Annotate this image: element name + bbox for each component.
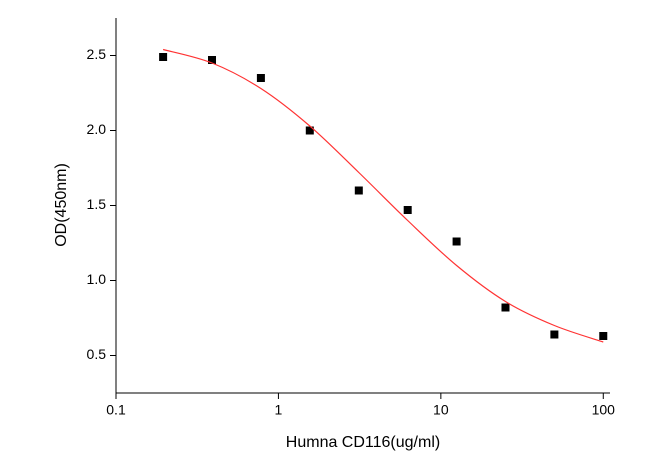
- data-point: [599, 332, 608, 340]
- x-tick-label: 10: [433, 402, 449, 418]
- data-point: [550, 330, 559, 339]
- x-tick-label: 1: [275, 402, 283, 418]
- data-point: [305, 126, 314, 135]
- x-tick-label: 100: [592, 402, 616, 418]
- y-tick-label: 1.0: [87, 271, 107, 287]
- x-tick-label: 0.1: [106, 402, 126, 418]
- data-point: [208, 56, 217, 64]
- data-point: [159, 53, 168, 61]
- y-tick-label: 1.5: [87, 196, 107, 212]
- x-axis-title: Humna CD116(ug/ml): [286, 434, 440, 451]
- data-point: [256, 74, 265, 82]
- data-point: [354, 186, 363, 195]
- y-tick-label: 2.0: [87, 121, 107, 137]
- y-tick-label: 0.5: [87, 346, 107, 362]
- data-point: [452, 237, 461, 246]
- fit-curve: [162, 48, 604, 343]
- data-point: [403, 206, 412, 214]
- data-point: [501, 303, 510, 312]
- y-tick-label: 2.5: [87, 46, 107, 62]
- y-axis-title: OD(450nm): [53, 163, 70, 247]
